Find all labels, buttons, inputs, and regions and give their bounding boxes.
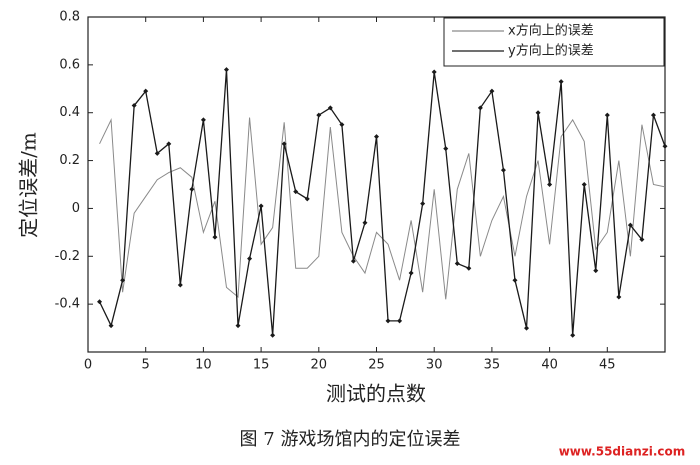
legend-label: x方向上的误差 <box>508 23 594 39</box>
point-marker <box>431 69 437 75</box>
y-tick-label: 0 <box>72 201 80 216</box>
point-marker <box>524 325 530 331</box>
series-line <box>98 69 666 336</box>
point-marker <box>477 105 483 111</box>
y-tick-label: 0.6 <box>59 57 80 72</box>
point-marker <box>362 220 368 226</box>
x-tick-label: 45 <box>599 358 616 373</box>
point-marker <box>108 323 114 329</box>
point-marker <box>397 318 403 324</box>
x-tick-label: 30 <box>426 358 443 373</box>
point-marker <box>662 143 668 149</box>
point-marker <box>385 318 391 324</box>
y-tick-label: 0.8 <box>59 10 80 25</box>
x-tick-label: 10 <box>195 358 212 373</box>
x-tick-label: 25 <box>368 358 385 373</box>
x-tick-label: 5 <box>142 358 150 373</box>
point-marker <box>581 182 587 187</box>
point-marker <box>131 103 137 109</box>
point-marker <box>593 268 599 274</box>
point-marker <box>604 112 610 118</box>
point-marker <box>258 203 264 209</box>
point-marker <box>570 332 576 338</box>
point-marker <box>166 141 172 147</box>
y-tick-label: -0.2 <box>55 249 80 264</box>
point-marker <box>547 182 553 187</box>
point-marker <box>558 79 564 85</box>
y-tick-label: 0.4 <box>59 105 80 120</box>
point-marker <box>154 150 160 156</box>
point-marker <box>223 67 229 73</box>
caption: 图 7 游戏场馆内的定位误差 <box>240 429 461 450</box>
y-tick-label: 0.2 <box>59 153 80 168</box>
point-marker <box>650 112 656 118</box>
series-line <box>99 117 666 300</box>
point-marker <box>350 258 356 264</box>
point-marker <box>281 141 287 147</box>
point-marker <box>270 332 276 338</box>
x-tick-label: 20 <box>311 358 328 373</box>
point-marker <box>535 110 541 116</box>
point-marker <box>235 323 241 329</box>
point-marker <box>489 88 495 94</box>
point-marker <box>466 265 472 271</box>
point-marker <box>374 134 379 140</box>
point-marker <box>120 277 126 283</box>
legend-box <box>443 17 665 67</box>
point-marker <box>293 189 299 195</box>
point-marker <box>97 299 103 305</box>
point-marker <box>408 270 414 276</box>
point-marker <box>500 167 506 173</box>
point-marker <box>200 117 206 123</box>
point-marker <box>420 201 426 207</box>
point-marker <box>616 294 622 300</box>
y-tick-label: -0.4 <box>55 297 80 312</box>
x-tick-label: 35 <box>484 358 501 373</box>
point-marker <box>304 196 310 202</box>
point-marker <box>143 88 149 94</box>
watermark: www.55dianzi.com <box>559 445 686 459</box>
point-marker <box>247 256 253 262</box>
plot-frame <box>87 16 666 353</box>
point-marker <box>443 146 449 152</box>
point-marker <box>627 222 633 228</box>
point-marker <box>177 282 183 288</box>
point-marker <box>316 112 322 118</box>
point-marker <box>327 105 333 111</box>
point-marker <box>339 122 345 128</box>
point-marker <box>512 277 518 283</box>
point-marker <box>639 237 645 243</box>
point-marker <box>454 260 460 266</box>
x-tick-label: 40 <box>541 358 558 373</box>
x-tick-label: 15 <box>253 358 270 373</box>
point-marker <box>212 234 218 240</box>
x-axis-label: 测试的点数 <box>326 382 426 406</box>
legend-label: y方向上的误差 <box>508 43 594 59</box>
point-marker <box>189 186 195 192</box>
y-axis-label: 定位误差/m <box>17 132 41 238</box>
x-tick-label: 0 <box>84 358 92 373</box>
